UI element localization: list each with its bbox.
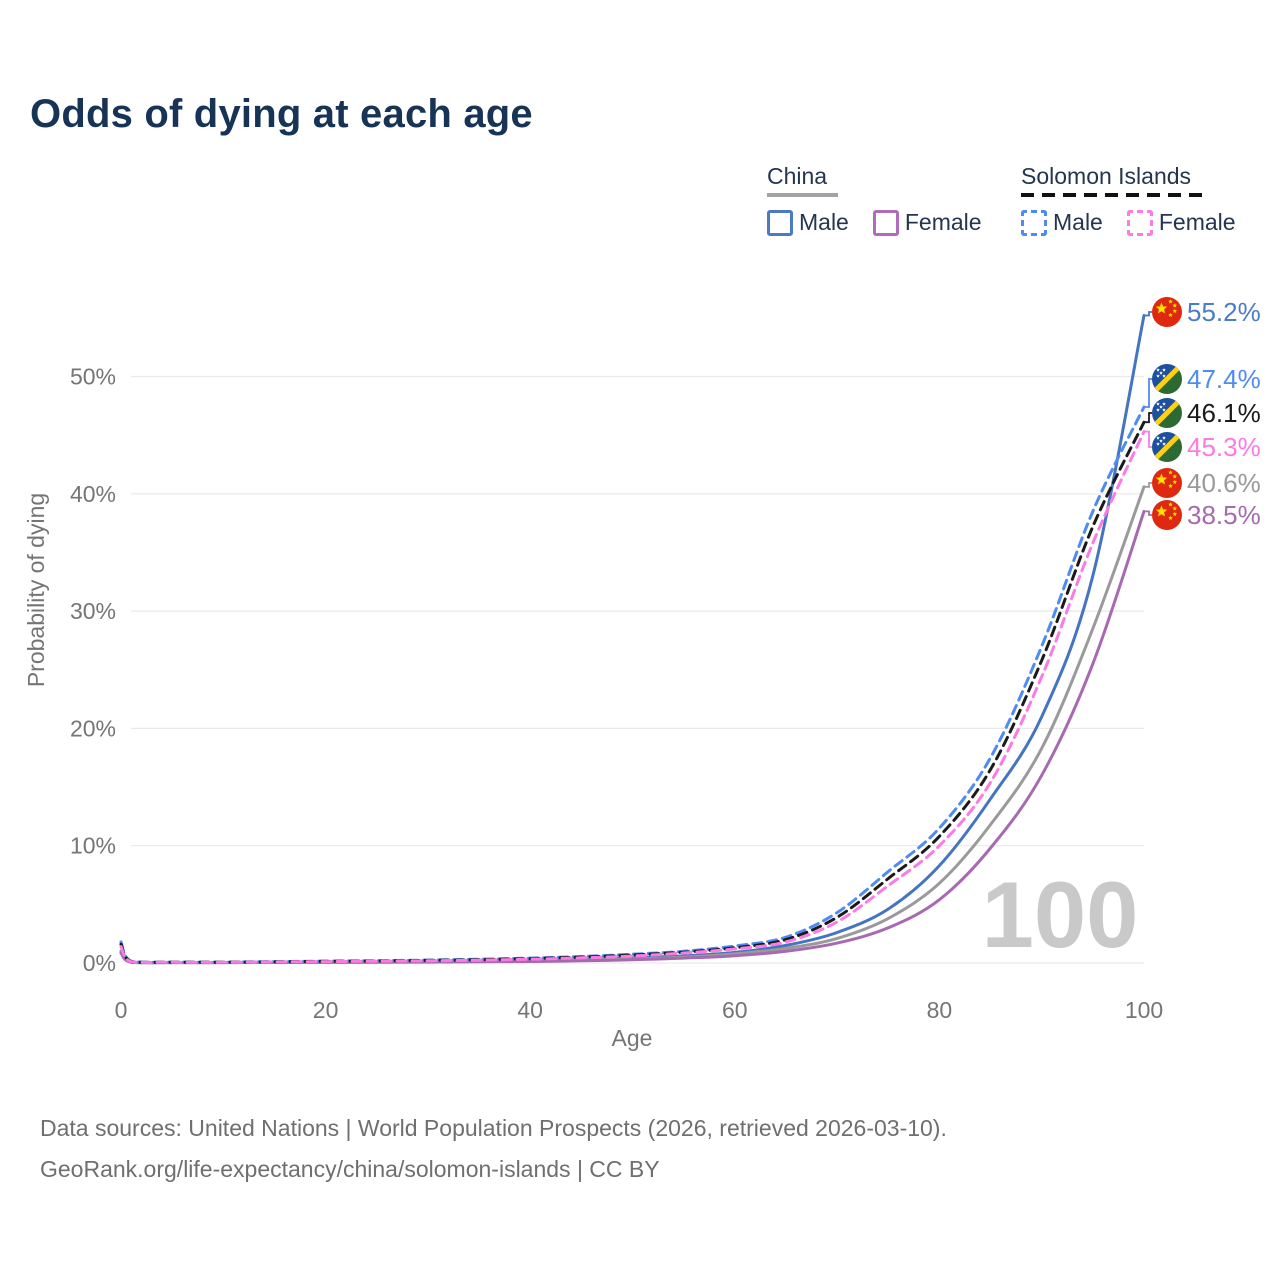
legend-china-title: China — [767, 163, 828, 189]
x-tick-80: 80 — [927, 997, 953, 1023]
end-value-label-china-both: 40.6% — [1187, 468, 1261, 498]
y-tick-40: 40% — [70, 481, 116, 507]
y-tick-10: 10% — [70, 833, 116, 859]
label-connector-si-male — [1144, 378, 1152, 408]
x-tick-40: 40 — [517, 997, 543, 1023]
solomon-islands-flag-icon — [1152, 432, 1182, 462]
china-male-checkbox[interactable] — [767, 209, 793, 236]
end-value-label-si-both: 46.1% — [1187, 398, 1261, 428]
age-watermark: 100 — [982, 862, 1139, 967]
china-flag-icon — [1152, 297, 1182, 327]
solomon-female-checkbox[interactable] — [1126, 209, 1153, 236]
legend-group-china: China Male Female — [767, 163, 982, 236]
solomon-female-label[interactable]: Female — [1158, 209, 1236, 235]
y-tick-50: 50% — [70, 364, 116, 390]
end-value-label-china-male: 55.2% — [1187, 297, 1261, 327]
china-female-label[interactable]: Female — [904, 209, 982, 235]
china-flag-icon — [1152, 500, 1182, 530]
label-connector-si-female — [1144, 430, 1152, 448]
y-axis-title: Probability of dying — [23, 493, 49, 687]
china-flag-icon — [1152, 468, 1182, 498]
end-labels: 55.2% 47.4% 46.1% 45.3% 40.6%38.5% — [1144, 297, 1261, 530]
y-tick-0: 0% — [83, 950, 116, 976]
solomon-male-checkbox[interactable] — [1021, 209, 1047, 236]
x-tick-20: 20 — [313, 997, 339, 1023]
china-female-checkbox[interactable] — [872, 209, 899, 236]
attribution-line: GeoRank.org/life-expectancy/china/solomo… — [40, 1156, 660, 1182]
x-tick-0: 0 — [115, 997, 128, 1023]
end-value-label-si-female: 45.3% — [1187, 432, 1261, 462]
data-sources-line: Data sources: United Nations | World Pop… — [40, 1115, 947, 1141]
end-value-label-si-male: 47.4% — [1187, 364, 1261, 394]
page-title: Odds of dying at each age — [30, 92, 533, 136]
series-lines — [119, 314, 1146, 965]
y-tick-30: 30% — [70, 598, 116, 624]
x-axis-title: Age — [612, 1025, 653, 1051]
x-tick-60: 60 — [722, 997, 748, 1023]
x-tick-labels: 0 20 40 60 80 100 — [115, 997, 1164, 1023]
solomon-male-label[interactable]: Male — [1053, 209, 1103, 235]
legend-group-solomon-islands: Solomon Islands Male Female — [1021, 163, 1236, 236]
label-connector-si-both — [1144, 412, 1152, 424]
label-connector-china-both — [1144, 482, 1152, 488]
footer: Data sources: United Nations | World Pop… — [40, 1108, 947, 1190]
line-chart: 100 0% 10% 20% 30% 40% 50% 0 20 40 60 80 100 Proba… — [23, 297, 1261, 1051]
china-male-label[interactable]: Male — [799, 209, 849, 235]
solomon-islands-flag-icon — [1152, 398, 1182, 428]
line-si-female[interactable] — [119, 430, 1146, 964]
solomon-islands-flag-icon — [1152, 364, 1182, 394]
y-tick-labels: 0% 10% 20% 30% 40% 50% — [70, 364, 116, 977]
solomon-dashed-line-swatch — [1021, 193, 1206, 197]
x-tick-100: 100 — [1125, 997, 1163, 1023]
label-connector-china-male — [1144, 311, 1152, 317]
legend-solomon-title: Solomon Islands — [1021, 163, 1192, 189]
label-connector-china-female — [1144, 510, 1152, 516]
y-tick-20: 20% — [70, 715, 116, 741]
end-value-label-china-female: 38.5% — [1187, 500, 1261, 530]
china-solid-line-swatch — [767, 193, 838, 197]
